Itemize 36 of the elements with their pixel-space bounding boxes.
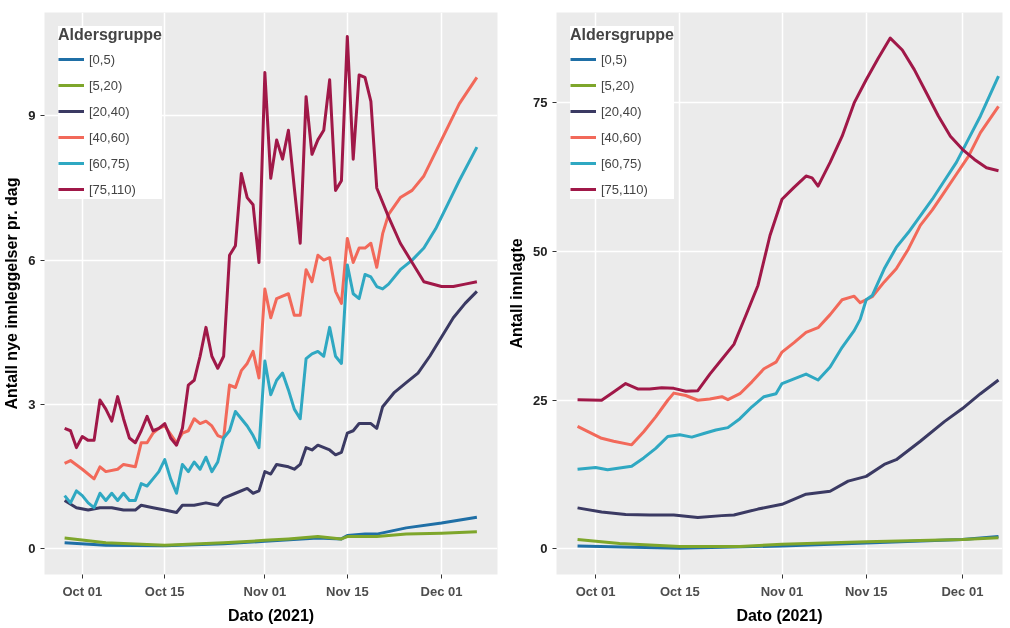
- y-tick-label: 0: [540, 541, 548, 557]
- legend-label: [40,60): [89, 128, 130, 147]
- legend-label: [40,60): [601, 128, 642, 147]
- x-tick-label: Nov 01: [243, 583, 287, 599]
- legend-label: [75,110): [89, 180, 136, 199]
- x-tick-label: Oct 01: [62, 583, 103, 599]
- y-axis-title: Antall innlagte: [508, 238, 526, 349]
- y-tick-label: 75: [533, 95, 548, 111]
- y-tick-label: 50: [533, 244, 548, 260]
- y-tick-label: 6: [28, 252, 36, 268]
- legend-title: Aldersgruppe: [570, 26, 675, 44]
- y-tick-label: 9: [28, 108, 36, 124]
- legend-title: Aldersgruppe: [58, 26, 163, 44]
- y-tick-label: 3: [28, 396, 36, 412]
- x-tick-label: Nov 15: [844, 583, 888, 599]
- x-tick-label: Nov 01: [760, 583, 804, 599]
- x-tick-label: Nov 15: [326, 583, 369, 599]
- x-axis-title: Dato (2021): [736, 606, 823, 624]
- legend-label: [60,75): [601, 154, 642, 173]
- x-axis-title: Dato (2021): [227, 606, 315, 624]
- legend-label: [5,20): [89, 76, 123, 95]
- y-axis-title: Antall nye innleggelser pr. dag: [3, 177, 21, 410]
- legend-label: [5,20): [601, 76, 635, 95]
- legend-label: [75,110): [601, 180, 648, 199]
- y-tick-label: 25: [533, 392, 548, 408]
- x-tick-label: Dec 01: [941, 583, 984, 599]
- legend-label: [60,75): [89, 154, 130, 173]
- legend-label: [20,40): [601, 102, 642, 121]
- x-tick-label: Oct 15: [659, 583, 700, 599]
- legend-label: [0,5): [601, 50, 628, 69]
- legend-label: [20,40): [89, 102, 130, 121]
- x-tick-label: Oct 15: [144, 583, 185, 599]
- x-tick-label: Dec 01: [420, 583, 463, 599]
- legend-label: [0,5): [89, 50, 116, 69]
- y-tick-label: 0: [28, 541, 36, 557]
- x-tick-label: Oct 01: [575, 583, 616, 599]
